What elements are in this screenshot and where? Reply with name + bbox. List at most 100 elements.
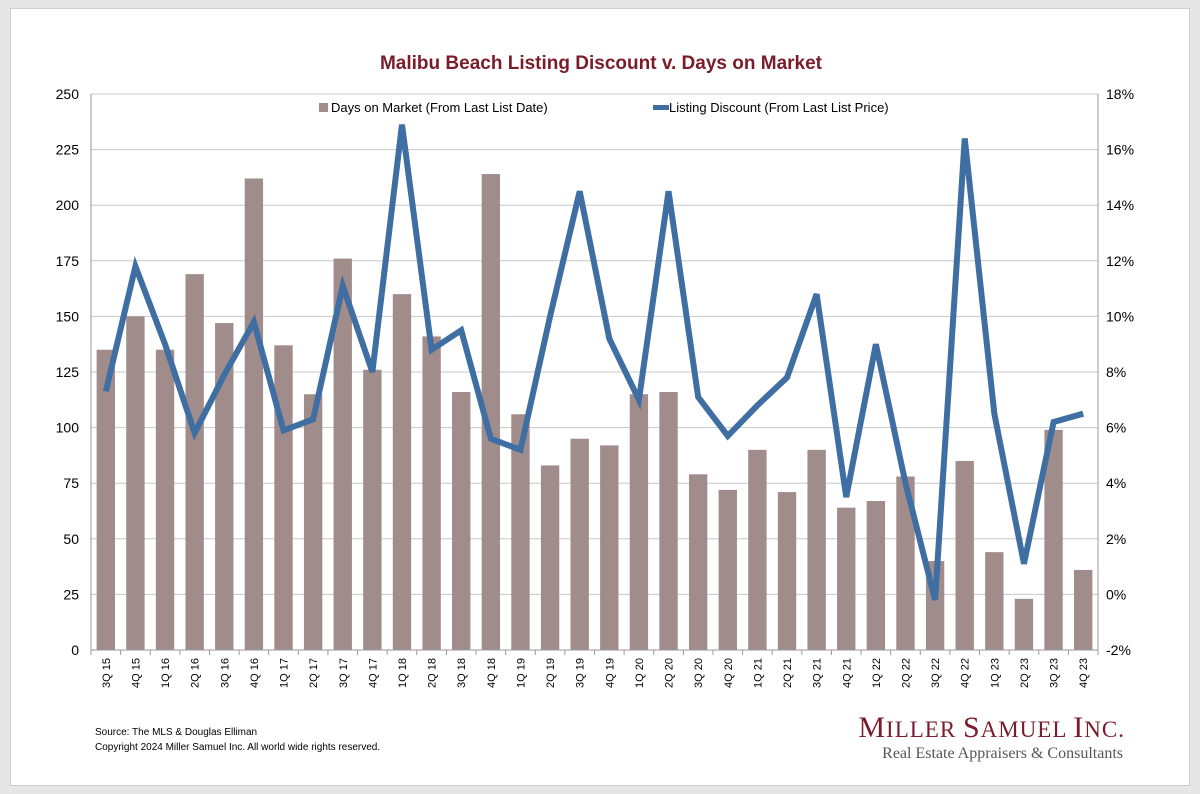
discount-line [102,124,1085,601]
x-tick-label: 2Q 17 [308,658,320,688]
x-tick-label: 1Q 18 [397,658,409,688]
bar [511,414,530,650]
bar [629,394,649,650]
bar [155,349,175,650]
x-tick-label: 2Q 23 [1019,658,1031,688]
bar [718,489,737,650]
y-right-tick-label: 18% [1106,86,1134,102]
y-left-tick-label: 100 [56,420,80,436]
x-tick-label: 4Q 21 [841,658,853,688]
bar [985,552,1004,650]
y-right-tick-label: 8% [1106,364,1126,380]
x-tick-label: 4Q 23 [1078,658,1090,688]
bar [837,507,856,650]
source-note: Source: The MLS & Douglas Elliman [95,727,258,738]
x-tick-label: 2Q 19 [545,658,557,688]
bar [896,476,915,650]
bar [126,316,145,650]
x-tick-label: 3Q 20 [693,658,705,688]
bar [1044,429,1063,650]
bar [1014,598,1034,650]
copyright-note: Copyright 2024 Miller Samuel Inc. All wo… [95,742,381,753]
x-tick-label: 4Q 15 [130,658,142,688]
bar [452,392,471,650]
bar [274,345,293,650]
x-tick-label: 4Q 22 [960,658,972,688]
bar [540,465,560,650]
y-right-tick-label: 2% [1106,531,1126,547]
bar [185,274,204,650]
bar [570,438,589,650]
bar [866,500,886,650]
bar [748,449,767,650]
bar [659,392,678,650]
x-tick-label: 2Q 22 [900,658,912,688]
bar [807,449,826,650]
y-right-tick-label: 0% [1106,586,1126,602]
y-right-tick-label: -2% [1106,642,1131,658]
x-tick-label: 3Q 16 [219,658,231,688]
x-tick-label: 2Q 16 [190,658,202,688]
x-tick-label: 3Q 15 [101,658,113,688]
company-logo-tagline: Real Estate Appraisers & Consultants [882,745,1123,762]
y-left-tick-label: 150 [56,308,80,324]
x-tick-label: 3Q 17 [338,658,350,688]
y-right-tick-label: 4% [1106,475,1126,491]
x-tick-label: 1Q 16 [160,658,172,688]
x-tick-label: 2Q 18 [427,658,439,688]
x-tick-label: 1Q 20 [634,658,646,688]
x-tick-label: 1Q 17 [279,658,291,688]
y-left-tick-label: 0 [71,642,79,658]
y-right-tick-label: 16% [1106,142,1134,158]
bar [333,258,352,650]
y-left-tick-label: 25 [63,586,79,602]
bar [303,394,323,650]
bar [1074,569,1093,650]
x-tick-label: 1Q 22 [871,658,883,688]
bar [955,460,974,650]
x-tick-label: 4Q 16 [249,658,261,688]
x-tick-label: 4Q 19 [604,658,616,688]
x-tick-label: 3Q 18 [456,658,468,688]
legend-swatch-days [319,103,328,112]
y-left-tick-label: 250 [56,86,80,102]
bar [600,445,619,650]
y-left-tick-label: 125 [56,364,80,380]
y-right-tick-label: 14% [1106,197,1134,213]
y-right-tick-label: 10% [1106,308,1134,324]
x-tick-label: 1Q 21 [752,658,764,688]
company-logo-name: MILLER SAMUEL INC. [858,711,1125,744]
bar [481,174,501,650]
x-tick-label: 3Q 22 [930,658,942,688]
bar [363,369,382,650]
y-left-tick-label: 200 [56,197,80,213]
x-tick-label: 4Q 17 [367,658,379,688]
x-tick-label: 1Q 19 [515,658,527,688]
bar [215,323,234,650]
y-left-tick-label: 175 [56,253,80,269]
y-left-tick-label: 50 [63,531,79,547]
y-right-tick-label: 6% [1106,420,1126,436]
bar [244,178,264,650]
x-tick-label: 3Q 23 [1049,658,1061,688]
bar [392,294,412,650]
x-tick-label: 4Q 20 [723,658,735,688]
legend-label-discount: Listing Discount (From Last List Price) [669,100,889,115]
bar [688,474,708,650]
bar [96,349,115,650]
y-left-tick-label: 225 [56,142,80,158]
legend-label-days: Days on Market (From Last List Date) [331,100,548,115]
y-right-tick-label: 12% [1106,253,1134,269]
x-tick-label: 2Q 21 [782,658,794,688]
combo-chart: 0 25 50 75 100 125 150 175 200 225 250 -2% 0% 2% 4% 6% 8… [56,86,1134,688]
x-tick-label: 2Q 20 [664,658,676,688]
chart-title: Malibu Beach Listing Discount v. Days on… [379,53,822,74]
x-tick-label: 1Q 23 [989,658,1001,688]
y-left-tick-label: 75 [63,475,79,491]
chart-frame: Malibu Beach Listing Discount v. Days on… [10,8,1190,786]
x-tick-label: 3Q 21 [812,658,824,688]
x-tick-label: 3Q 19 [575,658,587,688]
x-tick-label: 4Q 18 [486,658,498,688]
bar [422,336,441,650]
bar [777,492,797,650]
